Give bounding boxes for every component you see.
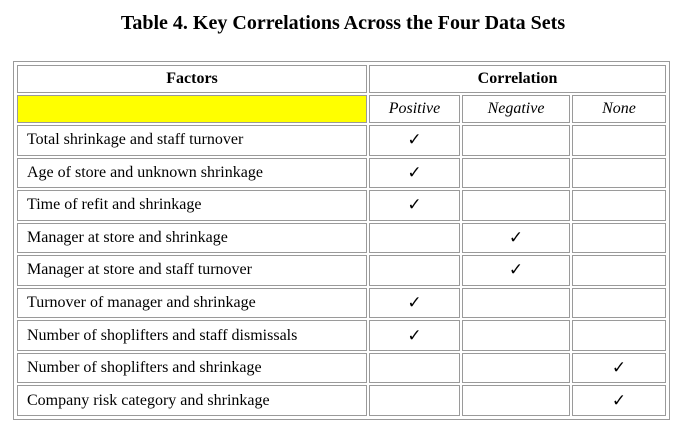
table-row: Manager at store and shrinkage ✓ — [17, 222, 666, 254]
check-mark-icon: ✓ — [369, 125, 460, 156]
empty-cell — [572, 320, 666, 351]
check-mark-icon: ✓ — [369, 320, 460, 351]
factor-cell: Number of shoplifters and shrinkage — [17, 352, 367, 384]
empty-cell — [462, 352, 570, 384]
subheader-row: Positive Negative None — [17, 95, 666, 123]
subheader-positive: Positive — [369, 95, 460, 123]
empty-cell — [369, 352, 460, 384]
table-row: Time of refit and shrinkage ✓ — [17, 190, 666, 221]
check-mark-icon: ✓ — [369, 157, 460, 189]
check-mark-icon: ✓ — [369, 287, 460, 319]
correlation-header: Correlation — [369, 65, 666, 93]
factor-cell: Time of refit and shrinkage — [17, 190, 367, 221]
empty-cell — [462, 157, 570, 189]
empty-cell — [572, 255, 666, 286]
empty-cell — [462, 320, 570, 351]
factor-cell: Manager at store and staff turnover — [17, 255, 367, 286]
check-mark-icon: ✓ — [462, 255, 570, 286]
table-row: Total shrinkage and staff turnover ✓ — [17, 125, 666, 156]
table-row: Number of shoplifters and staff dismissa… — [17, 320, 666, 351]
empty-cell — [369, 255, 460, 286]
table-title: Table 4. Key Correlations Across the Fou… — [120, 12, 566, 34]
empty-cell — [369, 385, 460, 416]
header-row: Factors Correlation — [17, 65, 666, 93]
factor-cell: Turnover of manager and shrinkage — [17, 287, 367, 319]
table-row: Company risk category and shrinkage ✓ — [17, 385, 666, 416]
empty-cell — [462, 287, 570, 319]
check-mark-icon: ✓ — [572, 385, 666, 416]
highlighted-cell — [17, 95, 367, 123]
table-row: Turnover of manager and shrinkage ✓ — [17, 287, 666, 319]
factor-cell: Age of store and unknown shrinkage — [17, 157, 367, 189]
empty-cell — [572, 190, 666, 221]
empty-cell — [572, 287, 666, 319]
factor-cell: Total shrinkage and staff turnover — [17, 125, 367, 156]
factor-cell: Company risk category and shrinkage — [17, 385, 367, 416]
subheader-none: None — [572, 95, 666, 123]
empty-cell — [572, 222, 666, 254]
correlations-table: Factors Correlation Positive Negative No… — [13, 61, 670, 420]
empty-cell — [572, 157, 666, 189]
check-mark-icon: ✓ — [462, 222, 570, 254]
factor-cell: Manager at store and shrinkage — [17, 222, 367, 254]
empty-cell — [462, 385, 570, 416]
empty-cell — [369, 222, 460, 254]
subheader-negative: Negative — [462, 95, 570, 123]
factors-header: Factors — [17, 65, 367, 93]
check-mark-icon: ✓ — [572, 352, 666, 384]
table-row: Number of shoplifters and shrinkage ✓ — [17, 352, 666, 384]
table-row: Age of store and unknown shrinkage ✓ — [17, 157, 666, 189]
check-mark-icon: ✓ — [369, 190, 460, 221]
empty-cell — [572, 125, 666, 156]
empty-cell — [462, 190, 570, 221]
factor-cell: Number of shoplifters and staff dismissa… — [17, 320, 367, 351]
table-row: Manager at store and staff turnover ✓ — [17, 255, 666, 286]
empty-cell — [462, 125, 570, 156]
